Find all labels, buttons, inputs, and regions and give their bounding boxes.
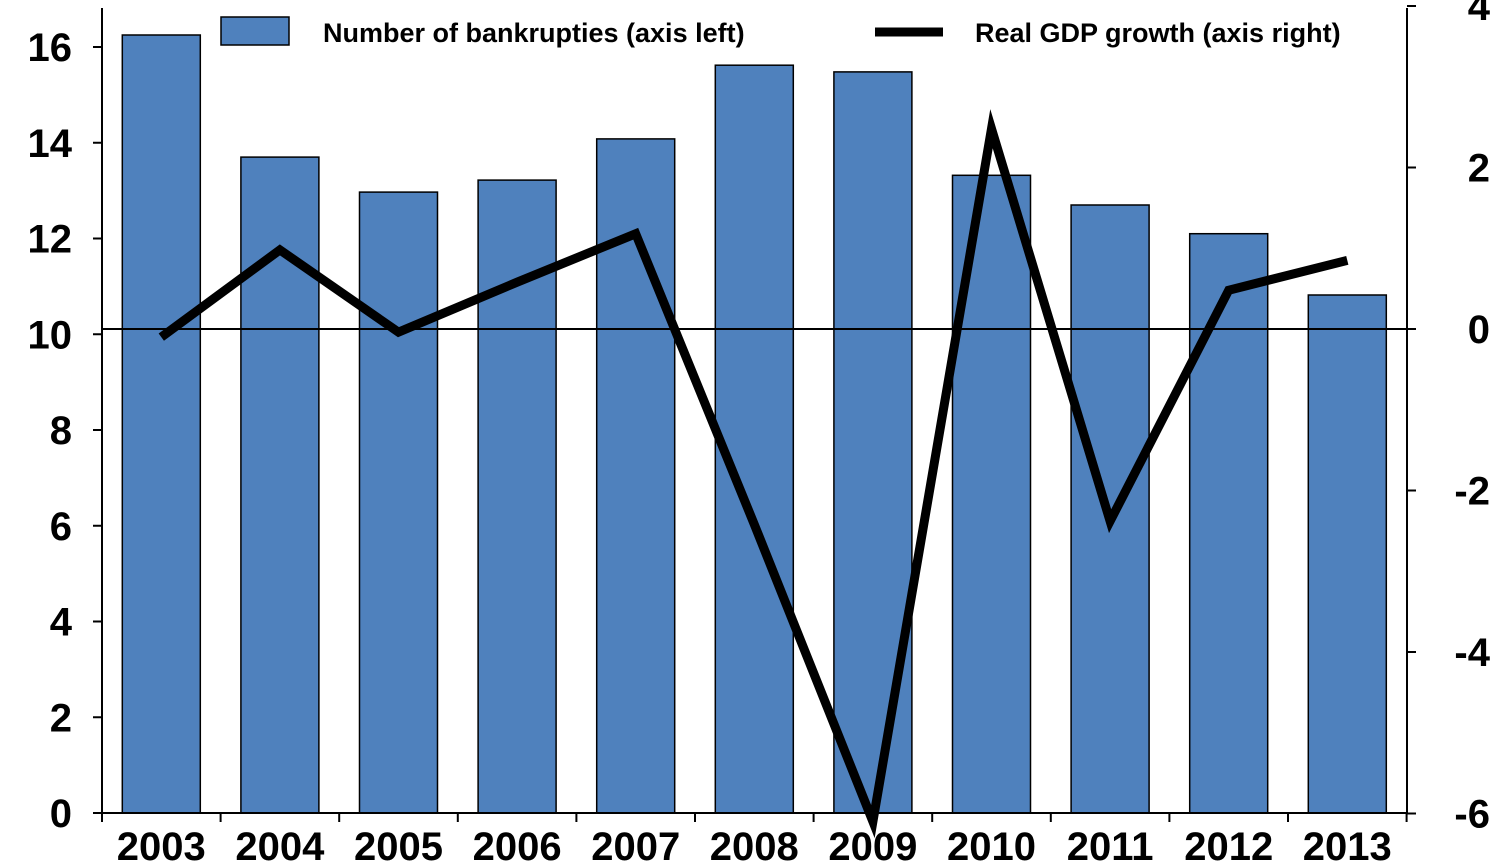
y-right-tick-label: 0 [1468, 308, 1490, 352]
bar-2007 [595, 138, 676, 814]
y-right-tick-label: -4 [1454, 631, 1490, 675]
x-tick-label-2003: 2003 [117, 825, 206, 867]
y-right-tick-label: -6 [1454, 793, 1490, 837]
bar-2009 [833, 71, 913, 814]
x-tick-label-2011: 2011 [1067, 825, 1154, 867]
y-right-tick-label: 4 [1468, 0, 1491, 29]
y-left-tick-label: 14 [28, 122, 73, 166]
y-left-tick-label: 6 [50, 505, 72, 549]
legend: Number of bankrupties (axis left) Real G… [220, 16, 1341, 48]
bar-2005 [358, 191, 439, 814]
y-left-tick-label: 10 [28, 313, 73, 357]
bar-2003 [121, 34, 202, 814]
y-right-tick-label: 2 [1468, 147, 1490, 191]
x-tick-label-2013: 2013 [1303, 825, 1392, 867]
y-axis-right-ticks: -6 -4 -2 0 2 4 [1407, 0, 1491, 837]
bar-series [121, 34, 1388, 814]
x-tick-label-2009: 2009 [828, 825, 917, 867]
x-tick-label-2006: 2006 [473, 825, 562, 867]
y-right-tick-label: -2 [1454, 470, 1490, 514]
legend-label-gdp: Real GDP growth (axis right) [975, 18, 1341, 48]
y-left-tick-label: 8 [50, 409, 72, 453]
x-tick-label-2008: 2008 [710, 825, 799, 867]
x-tick-label-2004: 2004 [235, 825, 325, 867]
bar-2013 [1307, 294, 1388, 814]
bar-2012 [1188, 232, 1269, 814]
y-axis-left-ticks: 0 2 4 6 8 10 12 14 16 [28, 26, 102, 836]
y-left-tick-label: 2 [50, 696, 72, 740]
y-left-tick-label: 16 [28, 26, 73, 70]
x-tick-label-2005: 2005 [354, 825, 443, 867]
x-tick-label-2007: 2007 [591, 825, 680, 867]
x-tick-label-2010: 2010 [947, 825, 1036, 867]
legend-label-bankrupties: Number of bankrupties (axis left) [323, 18, 745, 48]
y-left-tick-label: 4 [50, 601, 73, 645]
x-tick-label-2012: 2012 [1184, 825, 1273, 867]
y-left-tick-label: 12 [28, 218, 73, 262]
legend-swatch-bankrupties [220, 16, 290, 46]
y-left-tick-label: 0 [50, 792, 72, 836]
bar-2008 [714, 64, 795, 814]
line-series [158, 109, 1349, 839]
x-axis-ticks: 2003 2004 2005 2006 2007 2008 2009 2010 2011 2012… [101, 813, 1408, 867]
